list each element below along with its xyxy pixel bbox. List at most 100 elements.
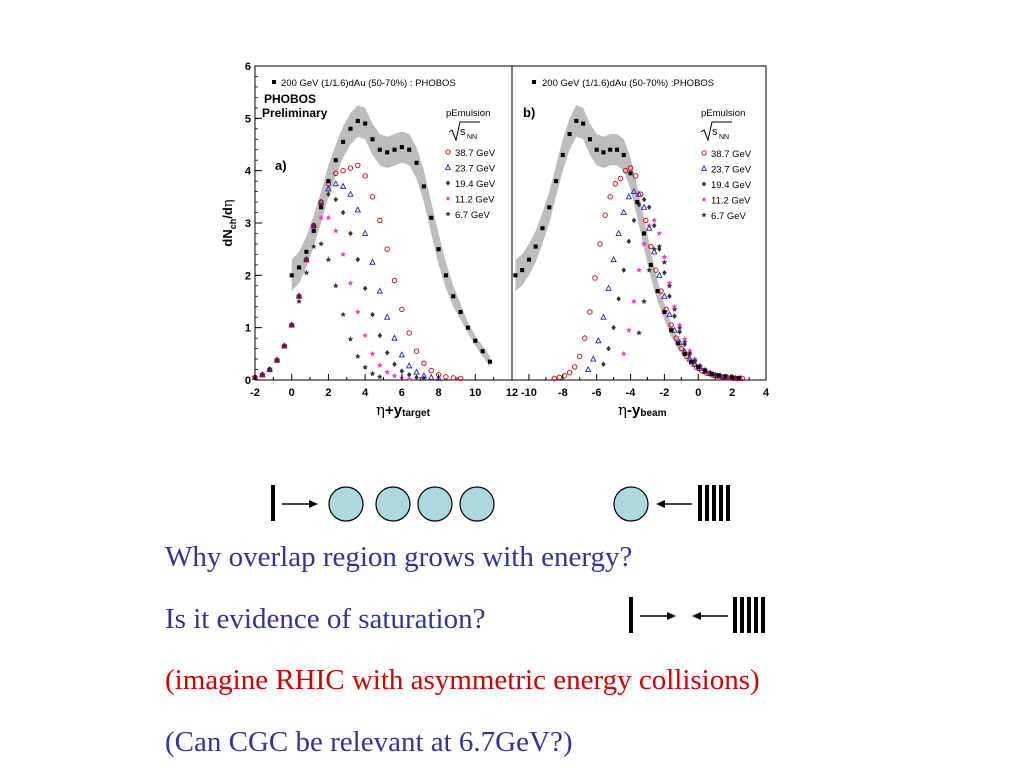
data-point (671, 303, 678, 310)
data-point (420, 372, 428, 379)
data-point (348, 230, 353, 237)
data-point (348, 126, 353, 131)
legend-entry: 11.2 GeV (455, 195, 495, 206)
panel-b-legend-title: pEmulsion (701, 108, 745, 119)
data-point (318, 199, 324, 205)
note-asymmetric-rhic: (imagine RHIC with asymmetric energy col… (165, 664, 760, 696)
data-point (340, 209, 346, 216)
data-point (611, 324, 616, 331)
data-point (671, 326, 678, 333)
data-point (645, 224, 653, 231)
x-tick-label: 8 (436, 387, 442, 399)
legend-marker (701, 212, 707, 218)
data-point (319, 205, 324, 210)
panel-a-header: 200 GeV (1/1.6)dAu (50-70%) : PHOBOS (281, 78, 456, 89)
data-point (689, 359, 694, 364)
data-point (391, 277, 398, 284)
data-point (311, 222, 317, 229)
data-point (641, 196, 647, 203)
data-point (655, 288, 660, 294)
data-point (653, 267, 659, 273)
data-point (643, 217, 649, 224)
panel-b-band (515, 105, 739, 380)
data-point (281, 343, 288, 349)
data-point (427, 373, 435, 380)
data-point (414, 374, 419, 381)
panel-b-header-marker (532, 80, 536, 84)
data-point (304, 249, 309, 254)
data-point (651, 217, 658, 223)
data-point (703, 368, 708, 373)
legend-marker (445, 180, 451, 186)
projectile-bar (271, 485, 275, 521)
data-point (473, 338, 478, 343)
data-point (620, 208, 628, 215)
legend-entry: 6.7 GeV (455, 210, 491, 221)
x-tick-label: 6 (399, 387, 405, 399)
data-point (406, 376, 413, 382)
preliminary-label: Preliminary (262, 106, 328, 120)
data-point (582, 335, 588, 341)
data-point (736, 375, 741, 380)
data-point (587, 137, 592, 142)
data-point (669, 328, 674, 333)
data-point (385, 150, 390, 155)
data-point (601, 361, 606, 368)
data-point (332, 227, 339, 234)
data-point (377, 332, 383, 339)
data-point (450, 375, 456, 381)
data-point (656, 230, 663, 236)
data-point (391, 372, 398, 379)
data-point (581, 121, 586, 126)
data-point (303, 269, 310, 276)
data-point (673, 335, 679, 341)
data-point (656, 271, 663, 278)
data-point (421, 375, 427, 382)
left-arrow-icon (692, 612, 728, 620)
legend-entry: 23.7 GeV (455, 164, 496, 175)
x-tick-label: 10 (469, 387, 481, 399)
data-point (648, 243, 654, 250)
x-tick-label: -10 (521, 387, 537, 399)
data-point (340, 251, 346, 257)
data-point (421, 184, 426, 189)
data-point (667, 293, 672, 300)
phobos-label: PHOBOS (264, 92, 316, 106)
data-point (681, 336, 688, 342)
data-point (355, 162, 361, 169)
data-point (310, 243, 317, 249)
data-point (377, 147, 382, 152)
data-point (355, 118, 360, 123)
data-point (332, 282, 339, 289)
target-bars (698, 485, 730, 521)
data-point (392, 361, 397, 368)
legend-entry: 38.7 GeV (711, 149, 752, 160)
y-tick-label: 3 (245, 218, 251, 230)
data-point (657, 246, 662, 252)
x-tick-label: -4 (626, 387, 637, 399)
svg-text:s: s (460, 126, 466, 138)
data-point (630, 187, 638, 195)
panel-a-sqrt-label: s NN (448, 121, 480, 142)
beam-nucleon (613, 486, 649, 522)
data-point (626, 238, 632, 245)
data-point (392, 147, 397, 152)
data-point (622, 167, 629, 174)
data-point (398, 351, 406, 358)
uncertainty-band (515, 105, 739, 380)
svg-text:η+ytarget: η+ytarget (376, 401, 431, 419)
data-point (325, 256, 332, 263)
data-point (369, 350, 376, 357)
data-point (636, 267, 642, 273)
data-point (615, 229, 622, 236)
data-point (628, 171, 633, 176)
legend-entry: 6.7 GeV (711, 211, 747, 222)
data-point (636, 329, 642, 336)
data-point (621, 152, 626, 158)
data-point (605, 284, 612, 291)
data-point (407, 147, 412, 152)
data-point (556, 374, 563, 381)
data-point (274, 357, 280, 363)
data-point (399, 368, 405, 374)
x-tick-label: 12 (506, 387, 518, 399)
